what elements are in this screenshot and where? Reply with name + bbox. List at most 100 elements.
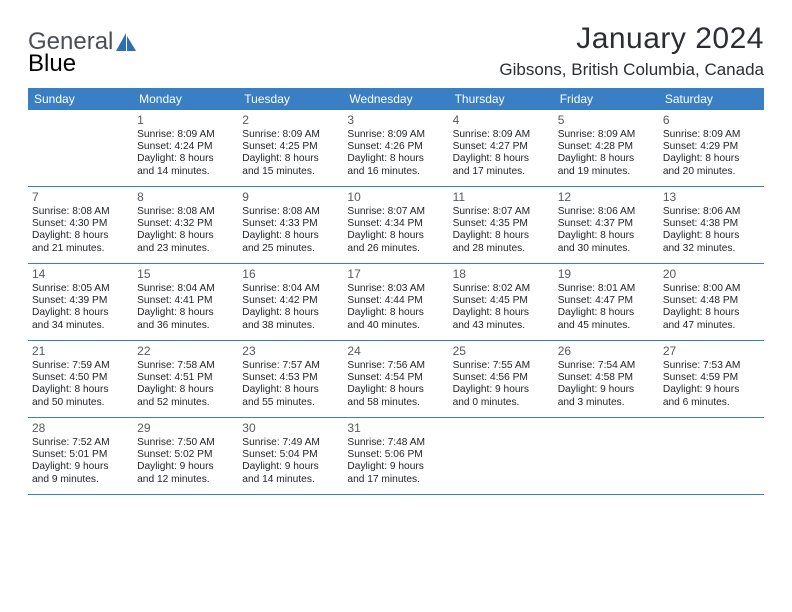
day-info-line: and 14 minutes. (242, 474, 339, 486)
day-info-line: Daylight: 8 hours (137, 230, 234, 242)
day-number: 17 (347, 267, 444, 281)
day-info-line: Sunrise: 8:08 AM (32, 206, 129, 218)
day-info-line: Sunset: 5:06 PM (347, 449, 444, 461)
calendar-day-cell: 29Sunrise: 7:50 AMSunset: 5:02 PMDayligh… (133, 418, 238, 494)
day-info-line: Daylight: 8 hours (453, 307, 550, 319)
day-info-line: Sunrise: 8:05 AM (32, 283, 129, 295)
calendar-day-cell: 13Sunrise: 8:06 AMSunset: 4:38 PMDayligh… (659, 187, 764, 263)
day-info-line: Sunset: 4:24 PM (137, 141, 234, 153)
day-number: 20 (663, 267, 760, 281)
day-info-line: and 17 minutes. (347, 474, 444, 486)
calendar-day-cell: 26Sunrise: 7:54 AMSunset: 4:58 PMDayligh… (554, 341, 659, 417)
day-info-line: Sunrise: 8:09 AM (453, 129, 550, 141)
day-info-line: and 21 minutes. (32, 243, 129, 255)
calendar-day-cell: 7Sunrise: 8:08 AMSunset: 4:30 PMDaylight… (28, 187, 133, 263)
calendar-day-cell: 22Sunrise: 7:58 AMSunset: 4:51 PMDayligh… (133, 341, 238, 417)
calendar-day-cell: 17Sunrise: 8:03 AMSunset: 4:44 PMDayligh… (343, 264, 448, 340)
day-info-line: and 12 minutes. (137, 474, 234, 486)
day-info-line: Sunset: 4:45 PM (453, 295, 550, 307)
calendar-day-cell: 16Sunrise: 8:04 AMSunset: 4:42 PMDayligh… (238, 264, 343, 340)
day-info-line: Sunset: 4:25 PM (242, 141, 339, 153)
calendar-day-cell: 2Sunrise: 8:09 AMSunset: 4:25 PMDaylight… (238, 110, 343, 186)
day-info-line: Sunset: 4:59 PM (663, 372, 760, 384)
day-info-line: Sunset: 4:41 PM (137, 295, 234, 307)
day-number: 24 (347, 344, 444, 358)
day-info-line: Daylight: 8 hours (558, 307, 655, 319)
day-info-line: Daylight: 9 hours (558, 384, 655, 396)
day-info-line: and 28 minutes. (453, 243, 550, 255)
day-info-line: Sunrise: 8:04 AM (242, 283, 339, 295)
calendar-day-cell: 19Sunrise: 8:01 AMSunset: 4:47 PMDayligh… (554, 264, 659, 340)
day-number: 14 (32, 267, 129, 281)
day-info-line: Sunset: 4:51 PM (137, 372, 234, 384)
calendar-grid: SundayMondayTuesdayWednesdayThursdayFrid… (28, 88, 764, 495)
day-info-line: and 3 minutes. (558, 397, 655, 409)
day-number: 4 (453, 113, 550, 127)
day-number: 1 (137, 113, 234, 127)
calendar-day-cell: 21Sunrise: 7:59 AMSunset: 4:50 PMDayligh… (28, 341, 133, 417)
day-info-line: Sunset: 4:56 PM (453, 372, 550, 384)
day-info-line: Daylight: 8 hours (453, 230, 550, 242)
day-info-line: Sunset: 4:47 PM (558, 295, 655, 307)
day-info-line: Sunset: 5:01 PM (32, 449, 129, 461)
day-info-line: Daylight: 8 hours (663, 307, 760, 319)
brand-word-2: Blue (28, 50, 76, 77)
day-number: 13 (663, 190, 760, 204)
calendar-week: 1 Sunrise: 8:09 AM Sunset: 4:24 PM Daylight… (28, 110, 764, 187)
calendar-day-cell: 5Sunrise: 8:09 AMSunset: 4:28 PMDaylight… (554, 110, 659, 186)
day-info-line: Daylight: 8 hours (663, 153, 760, 165)
calendar-day-cell (28, 110, 133, 186)
weeks-container: 1 Sunrise: 8:09 AM Sunset: 4:24 PM Daylight… (28, 110, 764, 495)
day-info-line: Daylight: 8 hours (242, 384, 339, 396)
day-info-line: Sunset: 4:54 PM (347, 372, 444, 384)
day-number: 8 (137, 190, 234, 204)
day-info-line: and 45 minutes. (558, 320, 655, 332)
calendar-day-cell: 18Sunrise: 8:02 AMSunset: 4:45 PMDayligh… (449, 264, 554, 340)
day-info-line: and 38 minutes. (242, 320, 339, 332)
day-info-line: Sunset: 4:53 PM (242, 372, 339, 384)
calendar-day-cell: 14Sunrise: 8:05 AMSunset: 4:39 PMDayligh… (28, 264, 133, 340)
day-info-line: and 40 minutes. (347, 320, 444, 332)
day-info-line: Sunset: 4:35 PM (453, 218, 550, 230)
day-info-line: and 52 minutes. (137, 397, 234, 409)
day-info-line: Daylight: 8 hours (347, 230, 444, 242)
day-info-line: Daylight: 8 hours (347, 307, 444, 319)
day-info-line: Daylight: 8 hours (32, 384, 129, 396)
dow-label: Friday (554, 88, 659, 110)
day-info-line: and 20 minutes. (663, 166, 760, 178)
day-info-line: Daylight: 8 hours (453, 153, 550, 165)
day-info-line: Sunrise: 8:07 AM (453, 206, 550, 218)
day-info-line: Sunset: 4:28 PM (558, 141, 655, 153)
day-number: 22 (137, 344, 234, 358)
calendar-day-cell (449, 418, 554, 494)
calendar-day-cell: 9Sunrise: 8:08 AMSunset: 4:33 PMDaylight… (238, 187, 343, 263)
day-info-line: Sunset: 4:29 PM (663, 141, 760, 153)
day-info-line: Daylight: 8 hours (137, 307, 234, 319)
day-info-line: Sunset: 5:04 PM (242, 449, 339, 461)
calendar-day-cell: 31Sunrise: 7:48 AMSunset: 5:06 PMDayligh… (343, 418, 448, 494)
dow-label: Wednesday (343, 88, 448, 110)
day-number: 6 (663, 113, 760, 127)
calendar-day-cell: 1Sunrise: 8:09 AMSunset: 4:24 PMDaylight… (133, 110, 238, 186)
day-info-line: and 17 minutes. (453, 166, 550, 178)
day-number: 29 (137, 421, 234, 435)
day-number: 18 (453, 267, 550, 281)
day-info-line: and 14 minutes. (137, 166, 234, 178)
day-info-line: Sunrise: 7:55 AM (453, 360, 550, 372)
calendar-day-cell: 8Sunrise: 8:08 AMSunset: 4:32 PMDaylight… (133, 187, 238, 263)
dow-label: Thursday (449, 88, 554, 110)
day-info-line: and 43 minutes. (453, 320, 550, 332)
calendar-day-cell: 20Sunrise: 8:00 AMSunset: 4:48 PMDayligh… (659, 264, 764, 340)
day-number: 7 (32, 190, 129, 204)
day-info-line: Daylight: 9 hours (242, 461, 339, 473)
day-info-line: Daylight: 8 hours (347, 384, 444, 396)
day-info-line: Daylight: 9 hours (32, 461, 129, 473)
dow-label: Saturday (659, 88, 764, 110)
calendar-day-cell: 28Sunrise: 7:52 AMSunset: 5:01 PMDayligh… (28, 418, 133, 494)
day-number: 15 (137, 267, 234, 281)
day-info-line: Sunset: 4:32 PM (137, 218, 234, 230)
day-info-line: and 19 minutes. (558, 166, 655, 178)
day-info-line: Sunset: 4:37 PM (558, 218, 655, 230)
day-info-line: Sunrise: 8:09 AM (663, 129, 760, 141)
day-info-line: Sunrise: 8:07 AM (347, 206, 444, 218)
